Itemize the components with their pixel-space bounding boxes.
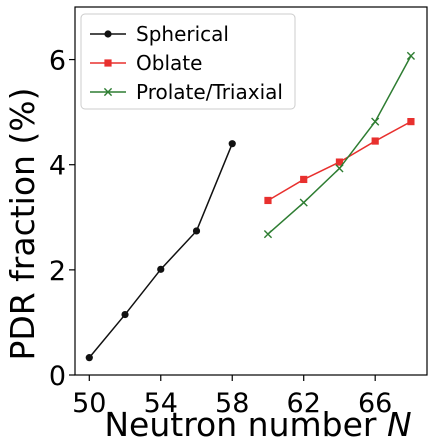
legend: Spherical Oblate Prolate/Triaxial (80, 13, 296, 110)
data-point-prolate-triaxial (263, 230, 273, 239)
x-axis-label-symbol: N (387, 405, 412, 444)
data-point-spherical (228, 140, 236, 148)
data-point-oblate (264, 196, 272, 205)
data-point-spherical (157, 265, 165, 273)
x-tick-label: 66 (358, 388, 392, 419)
legend-entry-prolate-triaxial: Prolate/Triaxial (90, 80, 283, 104)
x-axis-label: Neutron number N (104, 405, 411, 444)
y-tick-label: 0 (49, 361, 66, 392)
data-point-oblate (300, 175, 308, 184)
legend-marker-oblate (104, 59, 112, 67)
legend-label-oblate: Oblate (136, 51, 202, 75)
data-point-spherical (192, 227, 201, 235)
x-tick-label: 54 (144, 388, 178, 419)
legend-entry-spherical: Spherical (90, 22, 229, 46)
plot-area (85, 51, 416, 362)
y-axis-label: PDR fraction (%) (3, 87, 42, 360)
axes: 50 54 58 62 66 0 2 4 6 (49, 6, 428, 419)
y-tick-label: 6 (49, 46, 66, 77)
legend-marker-spherical (104, 30, 112, 38)
series-line-spherical (88, 143, 233, 359)
x-axis-label-text: Neutron number (104, 405, 387, 444)
data-point-oblate (371, 137, 379, 145)
data-point-prolate-triaxial (335, 164, 344, 173)
legend-marker-prolate-triaxial (103, 87, 113, 97)
data-point-prolate-triaxial (406, 51, 416, 60)
data-point-prolate-triaxial (371, 117, 380, 126)
legend-entry-oblate: Oblate (90, 51, 202, 75)
legend-box (80, 13, 296, 110)
legend-label-prolate-triaxial: Prolate/Triaxial (136, 80, 283, 104)
x-tick-label: 50 (72, 388, 106, 419)
data-point-oblate (335, 158, 344, 166)
data-point-spherical (85, 354, 93, 362)
series-prolate-triaxial (263, 51, 416, 239)
y-tick-label: 2 (49, 256, 66, 287)
x-tick-label: 58 (215, 388, 249, 419)
plot-frame (74, 6, 428, 376)
x-tick-label: 62 (287, 388, 321, 419)
series-oblate (264, 118, 415, 205)
data-point-spherical (121, 310, 129, 319)
legend-label-spherical: Spherical (136, 22, 229, 46)
data-point-oblate (407, 118, 415, 126)
data-point-prolate-triaxial (299, 198, 308, 207)
y-tick-label: 4 (49, 151, 66, 182)
series-spherical (85, 140, 236, 362)
